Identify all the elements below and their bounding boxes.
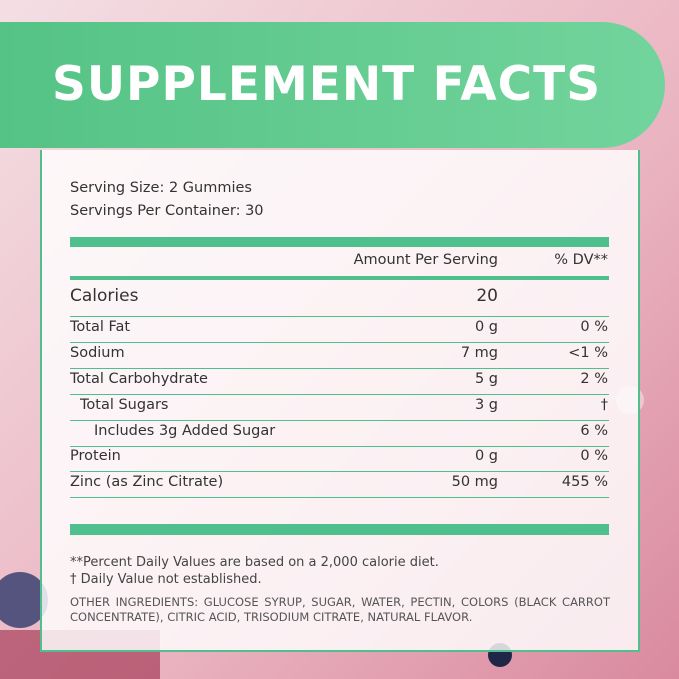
row-name: Total Carbohydrate bbox=[70, 371, 208, 387]
row-name: Calories bbox=[70, 286, 139, 306]
amount-header: Amount Per Serving bbox=[353, 252, 498, 268]
servings-per-container: Servings Per Container: 30 bbox=[70, 203, 264, 219]
rule bbox=[70, 276, 609, 280]
dv-header: % DV** bbox=[554, 252, 608, 268]
ingredients: OTHER INGREDIENTS: GLUCOSE SYRUP, SUGAR,… bbox=[70, 595, 610, 624]
row-rule bbox=[70, 471, 609, 472]
row-rule bbox=[70, 316, 609, 317]
thick-rule bbox=[70, 237, 609, 247]
row-dv: 0 % bbox=[580, 319, 608, 335]
row-name: Total Fat bbox=[70, 319, 131, 335]
row-amount: 50 mg bbox=[451, 474, 498, 490]
row-name: Total Sugars bbox=[80, 397, 169, 413]
row-dv: <1 % bbox=[568, 345, 608, 361]
row-amount: 0 g bbox=[474, 319, 498, 335]
row-rule bbox=[70, 394, 609, 395]
footnote: † Daily Value not established. bbox=[70, 572, 262, 587]
row-rule bbox=[70, 368, 609, 369]
row-dv: 6 % bbox=[580, 423, 608, 439]
row-dv: † bbox=[600, 397, 608, 413]
row-dv: 0 % bbox=[580, 448, 608, 464]
row-amount: 20 bbox=[476, 286, 498, 306]
row-amount: 0 g bbox=[474, 448, 498, 464]
row-rule bbox=[70, 497, 609, 498]
footnote: **Percent Daily Values are based on a 2,… bbox=[70, 555, 439, 570]
row-dv: 455 % bbox=[561, 474, 608, 490]
row-rule bbox=[70, 420, 609, 421]
row-name: Sodium bbox=[70, 345, 125, 361]
row-amount: 5 g bbox=[474, 371, 498, 387]
row-name: Protein bbox=[70, 448, 121, 464]
row-dv: 2 % bbox=[580, 371, 608, 387]
banner bbox=[0, 22, 665, 148]
row-rule bbox=[70, 446, 609, 447]
serving-size: Serving Size: 2 Gummies bbox=[70, 180, 252, 196]
facts-panel bbox=[40, 150, 640, 652]
row-name: Includes 3g Added Sugar bbox=[94, 423, 276, 439]
row-name: Zinc (as Zinc Citrate) bbox=[70, 474, 224, 490]
thick-rule bbox=[70, 524, 609, 535]
title: SUPPLEMENT FACTS bbox=[52, 57, 602, 112]
row-amount: 7 mg bbox=[460, 345, 498, 361]
row-amount: 3 g bbox=[474, 397, 498, 413]
row-rule bbox=[70, 342, 609, 343]
